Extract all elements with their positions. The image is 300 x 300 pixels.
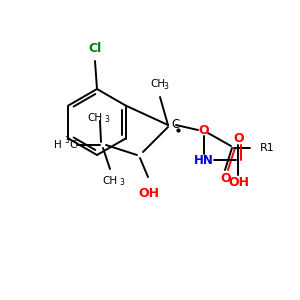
Text: OH: OH <box>139 187 160 200</box>
Text: CH: CH <box>150 79 166 89</box>
Text: CH: CH <box>87 113 103 123</box>
Text: H: H <box>54 140 62 150</box>
Text: C: C <box>171 118 179 130</box>
Text: Cl: Cl <box>88 42 102 55</box>
Text: HN: HN <box>194 154 214 166</box>
Text: 3: 3 <box>104 115 109 124</box>
Text: OH: OH <box>229 176 250 190</box>
Text: CH: CH <box>102 176 118 186</box>
Text: 3: 3 <box>164 82 168 91</box>
Text: 3: 3 <box>119 178 124 187</box>
Text: O: O <box>199 124 209 136</box>
Text: 3: 3 <box>64 136 69 145</box>
Text: R1: R1 <box>260 143 275 153</box>
Text: O: O <box>221 172 231 184</box>
Text: C: C <box>69 140 76 150</box>
Text: O: O <box>234 131 244 145</box>
